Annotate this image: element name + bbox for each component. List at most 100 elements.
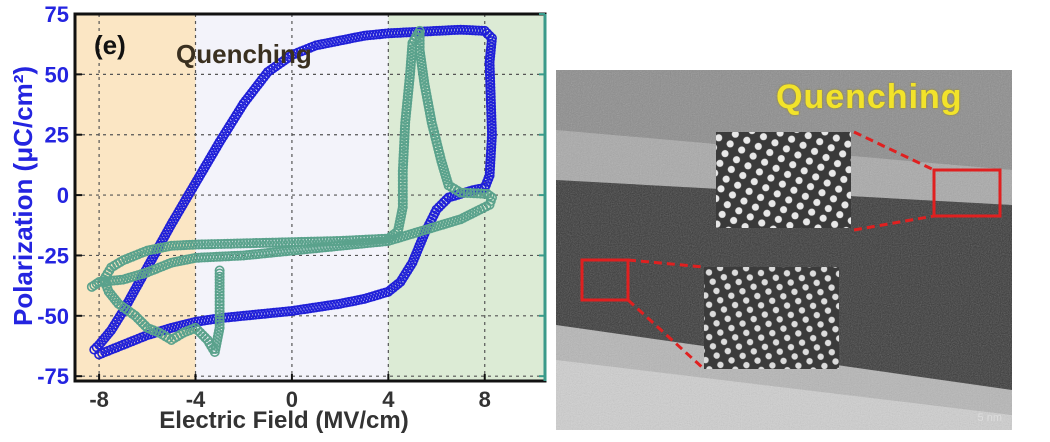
data-point [484,69,495,80]
data-point [397,179,408,190]
data-point [486,132,497,143]
data-point [213,239,224,250]
data-point [209,239,220,250]
data-point [398,156,409,167]
data-point [485,91,496,102]
data-point [235,238,246,249]
data-point [404,72,415,83]
data-point [331,236,342,247]
data-point [397,165,408,176]
data-point [404,75,415,86]
y-tick-label: 50 [45,62,69,87]
data-point [229,238,240,249]
data-point [89,344,100,355]
data-point [360,234,371,245]
data-point [241,238,252,249]
data-point [302,236,313,247]
data-point [482,28,493,39]
data-point [484,164,495,175]
data-point [214,296,225,307]
y-tick-label: -50 [37,304,69,329]
data-point [397,169,408,180]
data-point [214,319,225,330]
zoom-box-left [580,258,630,302]
x-tick-label: -8 [89,387,109,412]
data-point [380,233,391,244]
data-point [91,342,102,353]
data-point [214,306,225,317]
data-point [468,188,479,199]
data-point [482,188,493,199]
zoom-box-right [932,168,1002,218]
data-point [214,271,225,282]
data-point [196,239,207,250]
data-point [219,238,230,249]
data-point [406,53,417,64]
data-point [399,130,410,141]
chart-title: Quenching [176,39,312,69]
data-point [254,237,265,248]
data-point [484,170,495,181]
data-point [280,237,291,248]
data-point [407,37,418,48]
data-point [484,190,495,201]
data-point [406,47,417,58]
data-point [486,129,497,140]
data-point [486,101,497,112]
data-point [405,56,416,67]
data-point [402,95,413,106]
data-point [486,139,497,150]
data-point [214,268,225,279]
data-point [399,136,410,147]
data-point [485,76,496,87]
hrtem-inset-bottom [704,267,839,369]
data-point [484,60,495,71]
data-point [485,98,496,109]
data-point [402,98,413,109]
series-1 [86,25,497,358]
data-point [397,192,408,203]
data-point [312,236,323,247]
data-point [309,236,320,247]
data-point [245,238,256,249]
data-point [399,133,410,144]
data-point [486,113,497,124]
data-point [486,136,497,147]
data-point [485,158,496,169]
data-point [225,238,236,249]
data-point [485,82,496,93]
data-series [86,24,497,360]
tem-micrograph: Quenching 5 nm [556,70,1012,430]
data-point [357,234,368,245]
y-tick-label: -25 [37,243,69,268]
data-point [406,44,417,55]
data-point [484,63,495,74]
data-point [214,289,225,300]
data-point [277,237,288,248]
tem-image [556,70,1012,430]
data-point [286,237,297,248]
data-point [405,63,416,74]
data-point [403,82,414,93]
data-point [214,303,225,314]
data-point [486,107,497,118]
data-point [403,85,414,96]
polarization-chart: -8 -4 0 4 8 75 50 25 0 -25 -50 -75 (e) Quenching El… [8,2,547,434]
x-tick-label: 4 [382,387,395,412]
x-tick-label: 0 [286,387,298,412]
data-point [484,167,495,178]
data-point [238,238,249,249]
data-point [248,238,259,249]
data-point [465,188,476,199]
data-point [214,316,225,327]
data-point [486,117,497,128]
data-point [405,69,416,80]
y-tick-label: -75 [37,364,69,389]
data-point [478,188,489,199]
data-point [257,237,268,248]
data-point [403,88,414,99]
data-point [397,182,408,193]
data-point [458,187,469,198]
data-point [383,233,394,244]
data-point [200,239,211,250]
